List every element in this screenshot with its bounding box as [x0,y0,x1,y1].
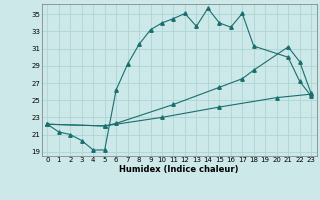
X-axis label: Humidex (Indice chaleur): Humidex (Indice chaleur) [119,165,239,174]
